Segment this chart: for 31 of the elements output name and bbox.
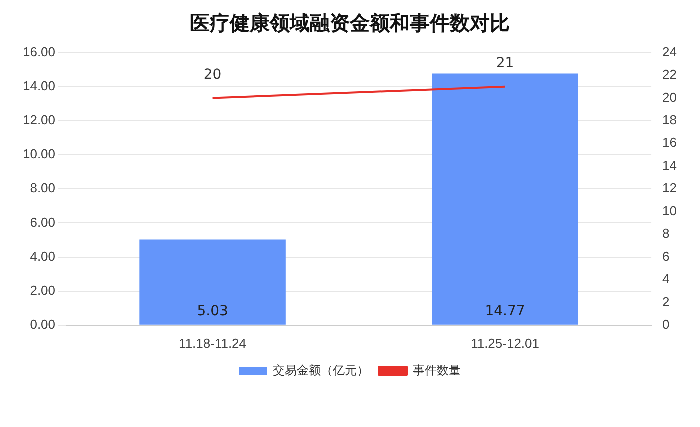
data-label: 20 (204, 66, 222, 83)
y-tick-label: 10.00 (22, 146, 56, 162)
y2-tick-label: 18 (662, 112, 678, 128)
y2-tick-label: 16 (662, 135, 678, 150)
y2-tick-label: 24 (662, 44, 678, 60)
y-tick-label: 2.00 (30, 282, 56, 298)
y-tick-label: 6.00 (30, 214, 56, 230)
y-tick-label: 8.00 (30, 180, 56, 196)
x-tick-label: 11.18-11.24 (179, 336, 247, 351)
y2-tick-label: 8 (662, 226, 670, 242)
y-tick-label: 4.00 (30, 248, 56, 264)
y2-tick-label: 12 (662, 180, 678, 196)
y-tick-label: 16.00 (22, 44, 56, 60)
y-tick-label: 0.00 (30, 316, 56, 332)
y2-tick-label: 2 (662, 294, 670, 310)
y2-tick-label: 4 (662, 272, 670, 287)
legend-label: 交易金额（亿元） (273, 363, 369, 378)
y2-tick-label: 14 (662, 158, 678, 173)
legend-label: 事件数量 (413, 363, 461, 378)
y2-tick-label: 22 (662, 67, 678, 82)
y2-tick-label: 20 (662, 90, 678, 105)
data-label: 14.77 (485, 304, 526, 320)
data-label: 21 (496, 56, 514, 72)
y2-tick-label: 10 (662, 203, 678, 218)
y2-tick-label: 0 (662, 316, 670, 332)
data-label: 5.03 (197, 304, 228, 320)
chart-title: 医疗健康领域融资金额和事件数对比 (189, 10, 511, 37)
y-tick-label: 14.00 (22, 78, 56, 94)
y2-tick-label: 6 (662, 248, 670, 264)
x-tick-label: 11.25-12.01 (471, 336, 540, 351)
y-tick-label: 12.00 (22, 112, 56, 128)
